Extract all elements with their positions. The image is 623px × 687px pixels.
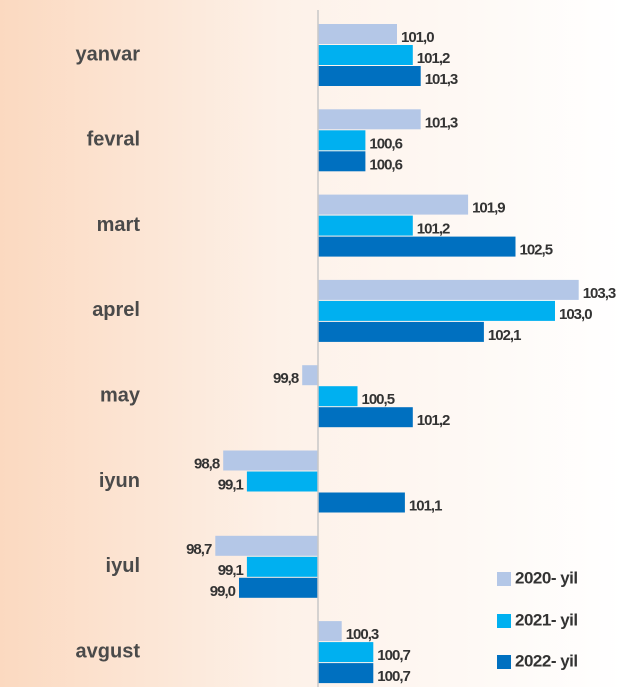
value-label: 100,7 [377,647,410,664]
bar [318,621,342,642]
value-label: 99,1 [218,476,244,493]
value-label: 101,2 [417,221,450,238]
bar [318,66,421,86]
bar [318,642,374,663]
bar [318,109,421,130]
legend-label: 2021- yil [515,610,578,629]
value-label: 101,9 [472,200,505,217]
value-label: 101,1 [409,497,442,514]
bar [318,236,516,257]
bar [318,300,555,321]
category-label: mart [97,214,141,236]
value-label: 98,7 [186,541,212,558]
bar [318,151,366,172]
bar [215,535,318,556]
bar [223,450,318,471]
bar [246,471,318,492]
legend-swatch [497,572,511,586]
category-label: fevral [87,129,140,151]
bar [318,130,366,151]
value-label: 101,2 [417,412,450,429]
bar [318,279,579,300]
legend-label: 2022- yil [515,651,578,670]
bar [318,386,358,407]
value-label: 103,3 [583,285,616,302]
bar [318,215,413,236]
value-label: 99,0 [210,583,236,600]
bar [318,194,469,215]
bar [246,556,318,577]
value-label: 99,1 [218,562,244,579]
legend-swatch [497,655,511,669]
legend-label: 2020- yil [515,568,578,587]
category-label: may [100,384,141,406]
value-label: 98,8 [194,455,220,472]
category-label: iyun [99,470,140,492]
value-label: 100,5 [362,391,395,408]
bar [318,321,484,342]
value-label: 102,1 [488,327,521,344]
bar [318,492,405,513]
value-label: 101,0 [401,29,434,46]
value-label: 101,3 [425,71,458,88]
category-label: iyul [106,555,140,577]
value-label: 99,8 [273,370,299,387]
category-label: aprel [92,299,140,321]
bar [239,577,318,598]
value-label: 103,0 [559,306,592,323]
value-label: 102,5 [520,242,553,259]
value-label: 101,3 [425,114,458,131]
category-label: avgust [76,640,141,662]
bar [318,45,413,65]
value-label: 100,7 [377,668,410,685]
value-label: 100,3 [346,626,379,643]
value-label: 101,2 [417,50,450,67]
bar [302,365,318,386]
value-label: 100,6 [369,135,402,152]
category-label: yanvar [76,43,141,65]
bar [318,407,413,428]
legend-swatch [497,614,511,628]
value-label: 100,6 [369,156,402,173]
bar [318,663,374,684]
bar [318,24,397,44]
